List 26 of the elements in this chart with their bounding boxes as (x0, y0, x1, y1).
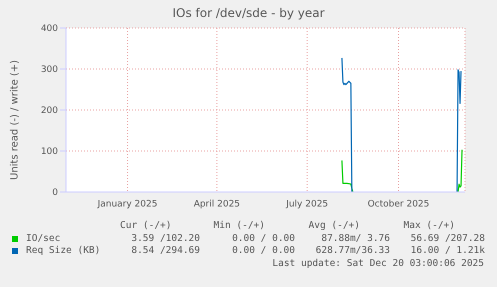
text: Last update: Sat Dec 20 03:00:06 2025 (271, 258, 484, 270)
text: 0.00 / 0.00 (231, 232, 295, 245)
y-tick-label: 400 (40, 24, 58, 34)
x-tick-label: October 2025 (368, 199, 430, 210)
text: Cur (-/+) (120, 220, 172, 232)
legend-label: Req Size (KB) (26, 245, 102, 258)
text: Avg (-/+) (308, 220, 360, 232)
y-tick-label: 100 (40, 147, 58, 158)
text: 87.88m/ 3.76 (320, 232, 390, 245)
text: Min (-/+) (212, 220, 265, 232)
y-tick-label: 0 (52, 188, 58, 198)
text: Max (-/+) (402, 220, 455, 232)
text: 628.77m/36.33 (314, 245, 390, 258)
text: 0.00 / 0.00 (231, 245, 295, 258)
text: 56.69 /207.28 (410, 232, 485, 245)
y-axis-title: Units read (-) / write (+) (10, 60, 21, 180)
x-tick-label: April 2025 (194, 199, 240, 210)
y-tick-label: 300 (40, 65, 58, 76)
legend-label: IO/sec (26, 232, 62, 245)
chart-title: IOs for /dev/sde - by year (171, 6, 326, 20)
text: 16.00 / 1.21k (410, 245, 485, 258)
y-tick-label: 200 (40, 106, 58, 116)
text: 3.59 /102.20 (130, 232, 200, 245)
x-tick-label: July 2025 (285, 199, 328, 210)
text: 8.54 /294.69 (130, 245, 200, 258)
x-tick-label: January 2025 (96, 199, 158, 210)
